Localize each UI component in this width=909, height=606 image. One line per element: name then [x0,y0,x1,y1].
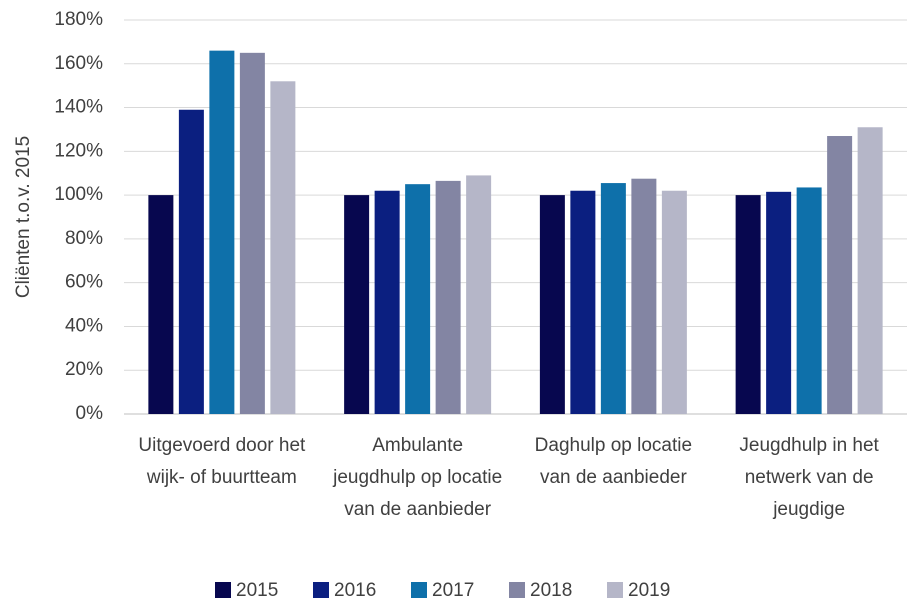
bar [796,187,822,414]
y-tick-label: 0% [76,403,104,424]
y-tick-label: 140% [54,97,103,118]
y-axis-title: Cliënten t.o.v. 2015 [13,136,34,298]
y-tick-label: 180% [54,9,103,30]
bar [270,81,296,415]
legend-swatch [411,582,427,598]
x-tick-label: Uitgevoerd door het wijk- of buurtteam [138,435,306,488]
bar [374,190,400,414]
legend-swatch [509,582,525,598]
y-tick-label: 100% [54,184,103,205]
legend-swatch [607,582,623,598]
bar [405,184,431,414]
bar [466,175,492,414]
x-tick-label: Jeugdhulp in het netwerk van de jeugdige [739,435,879,520]
y-tick-label: 20% [65,359,103,380]
bar [239,52,265,414]
legend-label: 2016 [334,580,376,601]
legend-label: 2019 [628,580,670,601]
x-tick-label: Daghulp op locatie van de aanbieder [534,435,693,488]
bar [600,183,626,414]
bar [857,127,883,414]
y-tick-label: 160% [54,53,103,74]
bar [539,195,565,414]
bar [631,178,657,414]
x-tick-label: Ambulante jeugdhulp op locatie van de aa… [333,435,503,520]
legend-label: 2015 [236,580,278,601]
bar [661,190,687,414]
legend-label: 2018 [530,580,572,601]
bar [435,180,461,414]
y-tick-label: 80% [65,228,103,249]
bar [148,195,174,414]
y-tick-label: 120% [54,140,103,161]
bar [827,136,853,414]
bar [766,191,792,414]
legend-swatch [215,582,231,598]
legend-swatch [313,582,329,598]
bar [209,50,235,415]
y-tick-label: 60% [65,272,103,293]
y-tick-label: 40% [65,315,103,336]
legend-label: 2017 [432,580,474,601]
bar [570,190,596,414]
bar [178,109,204,414]
bar [735,195,761,414]
bar [344,195,370,414]
